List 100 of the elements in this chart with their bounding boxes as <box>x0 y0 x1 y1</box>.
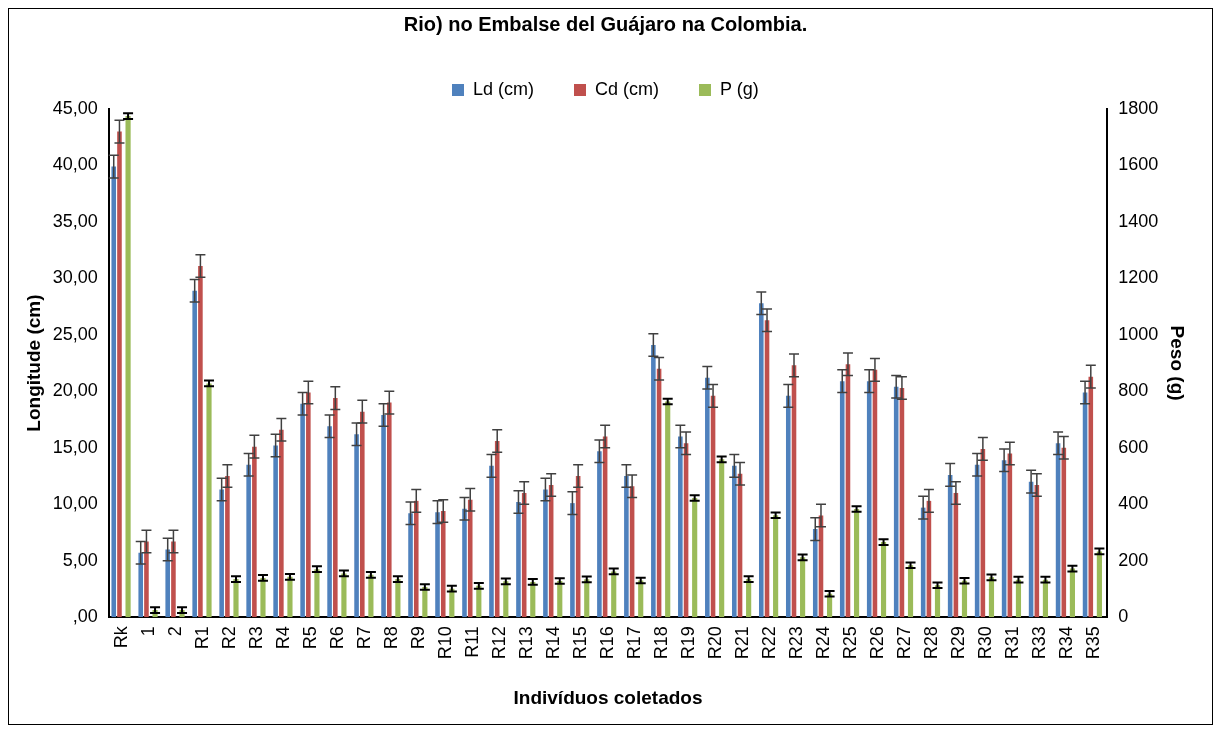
bar <box>273 445 278 618</box>
x-tick-label: R5 <box>300 626 321 650</box>
bar <box>435 512 440 618</box>
x-tick-label: R8 <box>381 626 402 650</box>
bar <box>611 571 617 618</box>
bar <box>467 499 473 618</box>
bar <box>678 436 683 618</box>
bar <box>785 395 791 618</box>
bar <box>287 576 293 618</box>
x-tick-label: 1 <box>138 626 159 637</box>
bar <box>314 569 320 618</box>
x-tick-label: R12 <box>489 626 510 660</box>
bar <box>494 441 500 618</box>
bar <box>489 465 494 618</box>
bar <box>665 401 671 618</box>
bar <box>300 403 305 618</box>
x-tick-label: R29 <box>947 626 968 660</box>
x-tick-label: R6 <box>327 626 348 650</box>
x-tick-label: R7 <box>354 626 375 650</box>
x-tick-label: R30 <box>974 626 995 660</box>
y-tick-label: 25,00 <box>52 323 98 344</box>
bar <box>692 498 698 618</box>
bar <box>386 402 392 618</box>
bar <box>638 580 644 618</box>
bar <box>624 476 629 618</box>
x-tick-label: R21 <box>731 626 752 660</box>
x-tick-label: R31 <box>1001 626 1022 660</box>
x-tick-label: R23 <box>785 626 806 660</box>
x-tick-label: R11 <box>462 626 483 658</box>
bar <box>246 464 251 618</box>
bar <box>462 508 467 618</box>
bar <box>252 446 257 618</box>
bar <box>206 383 212 618</box>
bar <box>1096 551 1102 618</box>
x-tick-label: R15 <box>569 626 590 660</box>
y2-tick-label: 1400 <box>1118 210 1159 231</box>
x-tick-label: R10 <box>435 626 456 660</box>
bar <box>705 377 710 618</box>
x-tick-label: R33 <box>1028 626 1049 660</box>
x-tick-label: R3 <box>246 626 267 650</box>
y2-tick-label: 1200 <box>1118 267 1159 288</box>
x-tick-label: R2 <box>219 626 240 650</box>
bar <box>117 131 122 618</box>
bar <box>171 541 176 618</box>
bar <box>341 573 347 618</box>
bar <box>651 345 656 618</box>
y2-tick-label: 1800 <box>1118 97 1159 118</box>
y-tick-label: 30,00 <box>52 267 98 288</box>
y2-tick-label: 1600 <box>1118 154 1159 175</box>
bar <box>866 381 872 618</box>
bar <box>800 557 806 618</box>
bar <box>812 529 818 618</box>
bar <box>125 116 131 618</box>
bar <box>333 398 338 618</box>
bar <box>111 166 117 618</box>
y-tick-label: 15,00 <box>52 436 98 457</box>
y2-tick-label: 200 <box>1118 549 1149 570</box>
x-tick-label: R19 <box>677 626 698 660</box>
y2-tick-label: 0 <box>1118 606 1129 627</box>
y-tick-label: 35,00 <box>52 210 98 231</box>
bar <box>138 552 144 618</box>
chart-title: Rio) no Embalse del Guájaro na Colombia. <box>403 12 808 35</box>
bar <box>165 549 170 618</box>
bar <box>440 511 446 618</box>
y-tick-label: 5,00 <box>62 549 98 570</box>
legend-label: Ld (cm) <box>473 78 535 99</box>
bar <box>354 434 359 618</box>
y2-tick-label: 800 <box>1118 380 1149 401</box>
x-tick-label: R16 <box>596 626 617 660</box>
x-tick-label: R24 <box>812 626 833 660</box>
y2-tick-label: 1000 <box>1118 323 1159 344</box>
bar <box>839 381 845 618</box>
x-tick-label: R17 <box>623 626 644 660</box>
bar <box>503 581 509 618</box>
bar <box>327 426 332 618</box>
bar <box>988 577 995 618</box>
y-tick-label: 10,00 <box>52 493 98 514</box>
bar <box>192 290 197 618</box>
bar <box>759 303 764 618</box>
x-tick-label: R9 <box>408 626 429 650</box>
y-tick-label: 40,00 <box>52 154 98 175</box>
bar <box>225 476 230 618</box>
y-tick-label: ,00 <box>72 606 98 627</box>
bar <box>597 451 602 618</box>
bar <box>408 513 413 618</box>
bar <box>719 459 725 618</box>
bar <box>1069 568 1075 618</box>
bar <box>413 500 419 618</box>
x-tick-label: 2 <box>165 626 186 637</box>
x-tick-label: R35 <box>1082 626 1103 660</box>
bar <box>516 501 521 618</box>
bar <box>773 515 779 618</box>
x-tick-label: R1 <box>192 626 213 650</box>
bar <box>279 429 284 618</box>
bar <box>260 577 266 618</box>
y-axis-title: Longitude (cm) <box>22 294 44 432</box>
bar <box>198 265 203 618</box>
bar <box>907 565 914 618</box>
bar <box>219 489 224 618</box>
bar <box>233 579 239 618</box>
